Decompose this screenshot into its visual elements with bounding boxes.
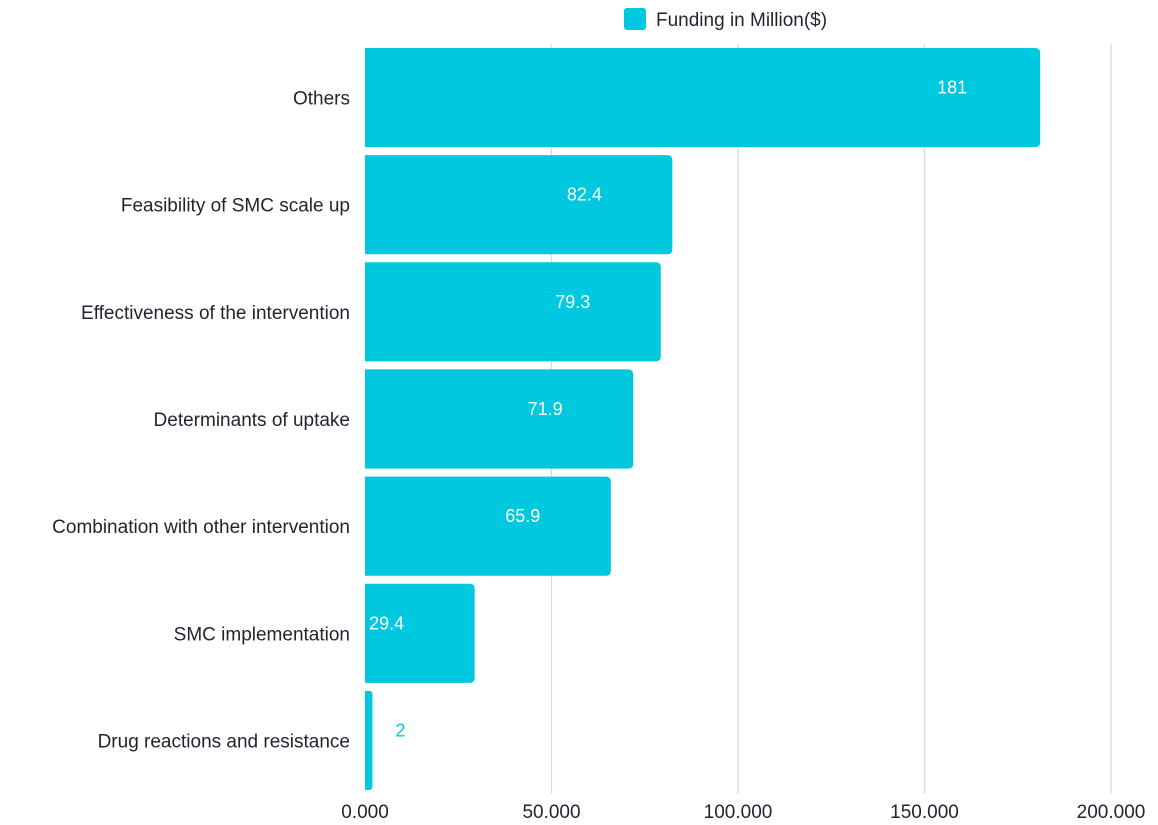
- category-label: Combination with other intervention: [52, 517, 350, 538]
- x-tick-label: 0.000: [341, 802, 389, 823]
- category-label: Others: [293, 89, 350, 110]
- bars: 181 82.4 79.3 71.9 65.9 29.4 2: [365, 48, 1041, 790]
- category-label: Determinants of uptake: [154, 410, 350, 431]
- legend-swatch: [624, 8, 646, 30]
- category-label: Drug reactions and resistance: [98, 731, 350, 752]
- data-label: 82.4: [567, 185, 602, 205]
- legend: Funding in Million($): [624, 8, 827, 31]
- category-label: SMC implementation: [174, 624, 350, 645]
- category-label: Feasibility of SMC scale up: [121, 196, 350, 217]
- data-label: 79.3: [555, 292, 590, 312]
- x-axis-ticks: 0.000 50.000 100.000 150.000 200.000: [341, 802, 1145, 823]
- category-label: Effectiveness of the intervention: [81, 303, 350, 324]
- x-tick-label: 100.000: [704, 802, 773, 823]
- data-label: 65.9: [505, 506, 540, 526]
- legend-label: Funding in Million($): [656, 10, 827, 31]
- bar: [365, 155, 673, 255]
- data-label: 2: [395, 720, 405, 740]
- bar: [365, 476, 611, 576]
- x-tick-label: 150.000: [890, 802, 959, 823]
- bar: [365, 262, 661, 362]
- data-label: 29.4: [369, 613, 404, 633]
- bar: [365, 583, 475, 683]
- category-labels: Others Feasibility of SMC scale up Effecti…: [52, 89, 350, 753]
- bar: [365, 48, 1041, 148]
- data-label: 71.9: [528, 399, 563, 419]
- bar: [365, 369, 634, 469]
- data-label: 181: [937, 78, 967, 98]
- x-tick-label: 200.000: [1077, 802, 1146, 823]
- bar: [365, 690, 373, 790]
- x-tick-label: 50.000: [522, 802, 580, 823]
